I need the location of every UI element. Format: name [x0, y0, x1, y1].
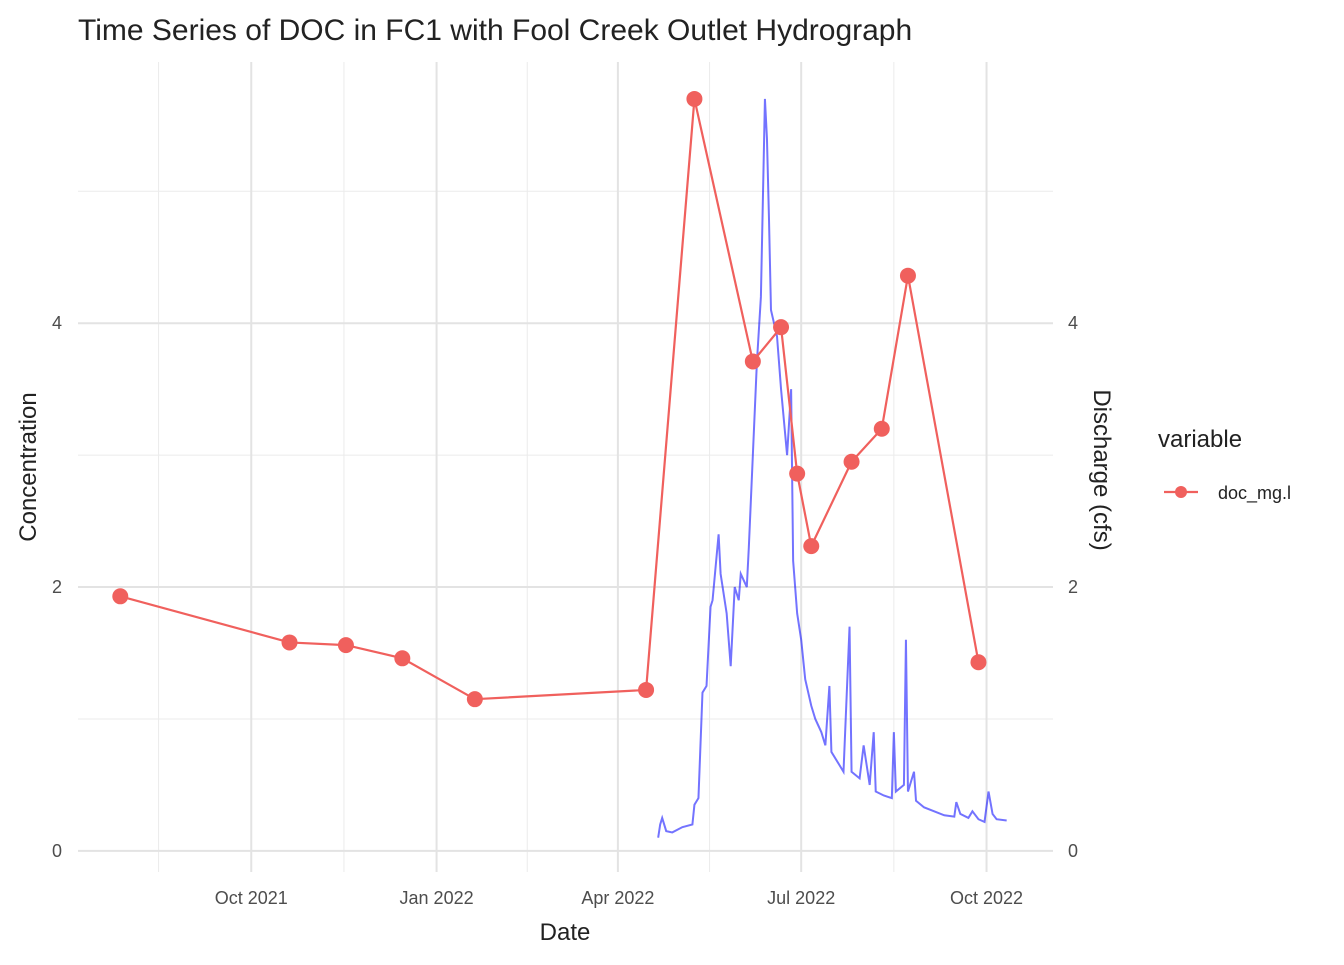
chart-title: Time Series of DOC in FC1 with Fool Cree… [78, 14, 912, 47]
data-point [899, 267, 916, 284]
data-point [773, 319, 790, 336]
y2-tick-label: 0 [1068, 841, 1078, 861]
data-point [337, 637, 354, 654]
y-tick-label: 4 [52, 313, 62, 333]
y-tick-label: 2 [52, 577, 62, 597]
x-tick-label: Jul 2022 [767, 888, 835, 908]
y2-tick-label: 2 [1068, 577, 1078, 597]
x-tick-label: Jan 2022 [400, 888, 474, 908]
y2-axis-title: Discharge (cfs) [1088, 389, 1115, 550]
data-point [873, 420, 890, 437]
data-point [394, 650, 411, 667]
legend-label: doc_mg.l [1218, 483, 1291, 504]
y-axis-title: Concentration [15, 392, 42, 541]
x-axis-title: Date [540, 919, 591, 946]
data-point [803, 538, 820, 555]
data-point [638, 681, 655, 698]
data-point [686, 90, 703, 107]
data-point [112, 588, 129, 605]
y2-tick-label: 4 [1068, 313, 1078, 333]
data-point [744, 353, 761, 370]
series-line [657, 98, 1007, 838]
series-line [120, 98, 980, 701]
data-point [970, 654, 987, 671]
grid [78, 62, 1053, 872]
x-tick-label: Oct 2021 [215, 888, 288, 908]
legend-marker [1175, 486, 1187, 498]
y-tick-label: 0 [52, 841, 62, 861]
data-point [466, 691, 483, 708]
data-point [789, 465, 806, 482]
data-point [281, 634, 298, 651]
data-point [843, 453, 860, 470]
x-tick-label: Oct 2022 [950, 888, 1023, 908]
legend-title: variable [1158, 426, 1242, 453]
x-tick-label: Apr 2022 [581, 888, 654, 908]
